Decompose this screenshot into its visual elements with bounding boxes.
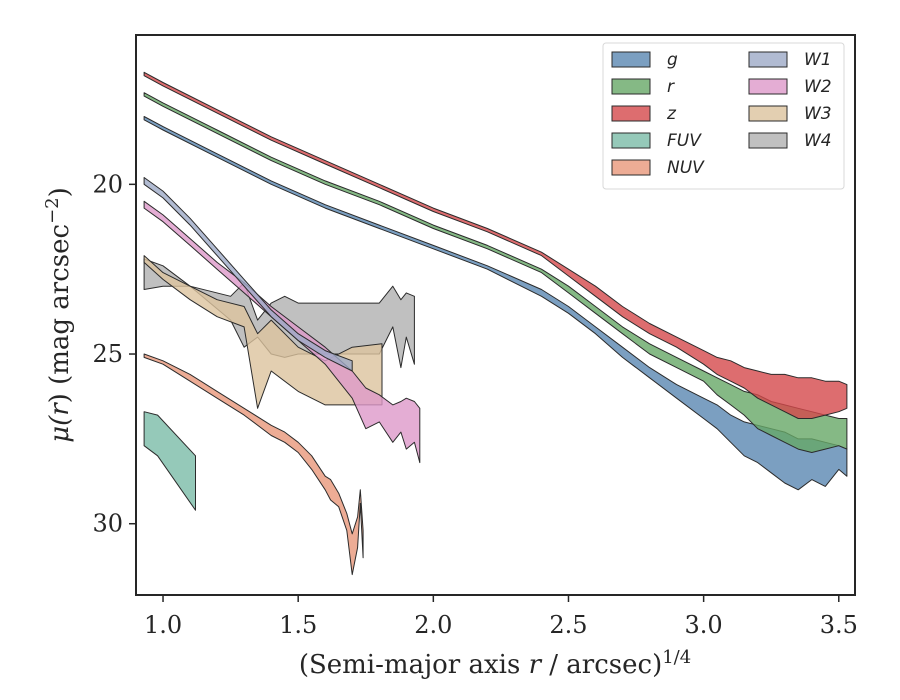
y-tick-label: 30 xyxy=(92,510,123,538)
x-tick-label: 2.0 xyxy=(414,611,452,639)
y-axis-title: μ(r) (mag arcsec−2) xyxy=(42,187,75,443)
band-r xyxy=(143,92,848,453)
x-axis-title-exponent: 1/4 xyxy=(662,647,691,668)
x-axis-title-prefix: (Semi-major axis xyxy=(299,650,529,680)
legend-label-z: z xyxy=(666,104,677,124)
y-tick-label: 20 xyxy=(92,170,123,198)
legend-swatch-w1 xyxy=(748,51,788,68)
y-axis-title-variable: r xyxy=(45,402,75,416)
legend-label-w2: W2 xyxy=(804,77,832,97)
legend-swatch-z xyxy=(611,105,651,122)
legend: grz FUV NUV W1 W2 W3 W4 xyxy=(602,42,845,190)
legend-label-w3: W3 xyxy=(804,104,832,124)
band-w1 xyxy=(143,177,353,372)
band-z xyxy=(143,71,848,419)
legend-swatch-w4 xyxy=(748,132,788,149)
y-tick-label: 25 xyxy=(92,340,123,368)
legend-label-w4: W4 xyxy=(804,131,832,151)
x-tick-label: 3.5 xyxy=(820,611,858,639)
band-w2 xyxy=(143,200,421,464)
x-tick-label: 1.5 xyxy=(279,611,317,639)
y-axis-title-exponent: −2 xyxy=(42,197,63,224)
x-axis-title-unit: / arcsec) xyxy=(541,650,662,680)
legend-swatch-r xyxy=(611,78,651,95)
x-axis-title-variable: r xyxy=(529,650,543,680)
legend-swatch-nuv xyxy=(611,159,651,176)
legend-label-fuv: FUV xyxy=(667,131,702,151)
y-axis-title-suffix: ) xyxy=(45,187,75,197)
y-axis-title-unit: ) (mag arcsec xyxy=(45,224,75,403)
y-axis-title-prefix: μ( xyxy=(45,415,75,443)
plot-frame xyxy=(135,34,856,596)
band-g xyxy=(143,116,848,491)
legend-swatch-fuv xyxy=(611,132,651,149)
legend-swatch-g xyxy=(611,51,651,68)
series-layer xyxy=(143,71,848,576)
legend-swatch-w2 xyxy=(748,78,788,95)
legend-entries: grz FUV NUV W1 W2 W3 W4 xyxy=(611,50,832,178)
legend-label-w1: W1 xyxy=(804,50,832,70)
x-axis-ticks: 1.0 1.5 2.0 2.5 3.0 3.5 xyxy=(144,595,858,639)
band-fuv xyxy=(143,411,196,511)
x-tick-label: 3.0 xyxy=(685,611,723,639)
x-axis-title: (Semi-major axis r / arcsec)1/4 xyxy=(299,647,691,680)
legend-label-g: g xyxy=(667,50,678,70)
legend-label-r: r xyxy=(667,77,675,97)
legend-label-nuv: NUV xyxy=(667,158,705,178)
band-nuv xyxy=(143,353,364,576)
x-tick-label: 1.0 xyxy=(144,611,182,639)
x-tick-label: 2.5 xyxy=(549,611,587,639)
legend-swatch-w3 xyxy=(748,105,788,122)
y-axis-ticks: 20 25 30 xyxy=(92,170,136,538)
